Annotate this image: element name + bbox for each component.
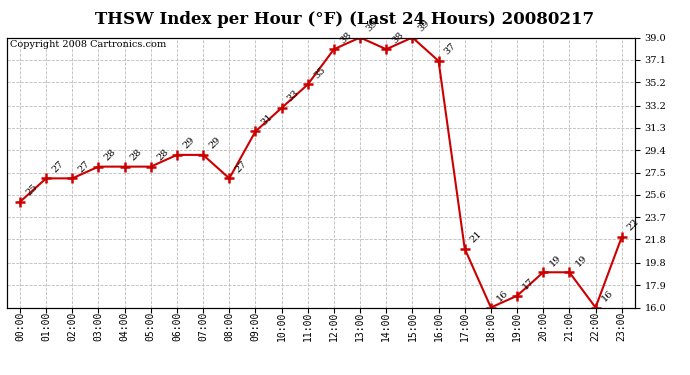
- Text: 35: 35: [312, 65, 327, 80]
- Text: 37: 37: [443, 42, 458, 57]
- Text: 00:00: 00:00: [15, 311, 25, 340]
- Text: 27: 27: [77, 159, 92, 174]
- Text: 16:00: 16:00: [433, 311, 444, 340]
- Text: 28: 28: [129, 147, 144, 162]
- Text: 16: 16: [495, 288, 510, 303]
- Text: 22:00: 22:00: [591, 311, 600, 340]
- Text: THSW Index per Hour (°F) (Last 24 Hours) 20080217: THSW Index per Hour (°F) (Last 24 Hours)…: [95, 11, 595, 28]
- Text: 38: 38: [391, 30, 406, 45]
- Text: 27: 27: [50, 159, 66, 174]
- Text: 05:00: 05:00: [146, 311, 156, 340]
- Text: 15:00: 15:00: [407, 311, 417, 340]
- Text: 33: 33: [286, 88, 301, 104]
- Text: 28: 28: [155, 147, 170, 162]
- Text: 13:00: 13:00: [355, 311, 365, 340]
- Text: Copyright 2008 Cartronics.com: Copyright 2008 Cartronics.com: [10, 40, 166, 49]
- Text: 19: 19: [547, 253, 562, 268]
- Text: 25: 25: [24, 183, 39, 198]
- Text: 02:00: 02:00: [68, 311, 77, 340]
- Text: 20:00: 20:00: [538, 311, 549, 340]
- Text: 22: 22: [626, 218, 641, 233]
- Text: 27: 27: [233, 159, 248, 174]
- Text: 07:00: 07:00: [198, 311, 208, 340]
- Text: 21: 21: [469, 230, 484, 244]
- Text: 29: 29: [207, 136, 222, 151]
- Text: 21:00: 21:00: [564, 311, 574, 340]
- Text: 17: 17: [521, 276, 536, 292]
- Text: 06:00: 06:00: [172, 311, 182, 340]
- Text: 14:00: 14:00: [382, 311, 391, 340]
- Text: 09:00: 09:00: [250, 311, 260, 340]
- Text: 03:00: 03:00: [93, 311, 104, 340]
- Text: 23:00: 23:00: [617, 311, 627, 340]
- Text: 01:00: 01:00: [41, 311, 51, 340]
- Text: 18:00: 18:00: [486, 311, 496, 340]
- Text: 17:00: 17:00: [460, 311, 470, 340]
- Text: 16: 16: [600, 288, 615, 303]
- Text: 11:00: 11:00: [303, 311, 313, 340]
- Text: 29: 29: [181, 136, 196, 151]
- Text: 38: 38: [338, 30, 353, 45]
- Text: 08:00: 08:00: [224, 311, 235, 340]
- Text: 12:00: 12:00: [329, 311, 339, 340]
- Text: 19: 19: [573, 253, 589, 268]
- Text: 31: 31: [259, 112, 275, 127]
- Text: 04:00: 04:00: [119, 311, 130, 340]
- Text: 39: 39: [364, 18, 380, 33]
- Text: 28: 28: [103, 147, 118, 162]
- Text: 10:00: 10:00: [277, 311, 286, 340]
- Text: 19:00: 19:00: [512, 311, 522, 340]
- Text: 39: 39: [417, 18, 432, 33]
